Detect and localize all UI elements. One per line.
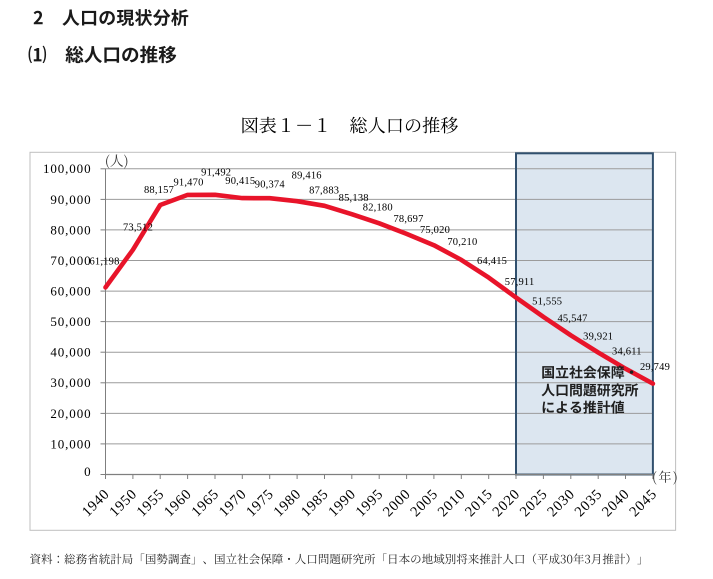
svg-text:100,000: 100,000 <box>43 161 92 176</box>
svg-text:64,415: 64,415 <box>477 256 507 267</box>
svg-text:57,911: 57,911 <box>505 277 535 288</box>
svg-text:10,000: 10,000 <box>50 436 91 451</box>
svg-text:50,000: 50,000 <box>50 314 91 329</box>
svg-text:87,883: 87,883 <box>309 186 339 197</box>
svg-text:75,020: 75,020 <box>420 225 450 236</box>
svg-text:61,198: 61,198 <box>89 256 119 267</box>
svg-text:80,000: 80,000 <box>50 222 91 237</box>
svg-text:78,697: 78,697 <box>393 214 423 225</box>
svg-text:20,000: 20,000 <box>50 406 91 421</box>
svg-text:39,921: 39,921 <box>583 332 613 343</box>
svg-text:90,415: 90,415 <box>225 176 255 187</box>
svg-text:70,210: 70,210 <box>447 237 477 248</box>
svg-text:91,470: 91,470 <box>173 178 203 189</box>
svg-text:73,512: 73,512 <box>123 222 153 233</box>
svg-text:60,000: 60,000 <box>50 284 91 299</box>
svg-text:30,000: 30,000 <box>50 375 91 390</box>
svg-text:85,138: 85,138 <box>339 193 369 204</box>
svg-text:34,611: 34,611 <box>612 347 642 358</box>
svg-text:51,555: 51,555 <box>532 297 562 308</box>
svg-text:82,180: 82,180 <box>363 202 393 213</box>
svg-text:70,000: 70,000 <box>50 253 91 268</box>
svg-text:0: 0 <box>84 464 91 479</box>
svg-text:88,157: 88,157 <box>144 185 174 196</box>
svg-text:40,000: 40,000 <box>50 345 91 360</box>
svg-text:45,547: 45,547 <box>557 314 587 325</box>
svg-text:91,492: 91,492 <box>201 167 231 178</box>
svg-text:89,416: 89,416 <box>292 170 322 181</box>
svg-text:29,749: 29,749 <box>640 362 670 373</box>
svg-text:90,374: 90,374 <box>255 180 286 191</box>
svg-text:90,000: 90,000 <box>50 192 91 207</box>
